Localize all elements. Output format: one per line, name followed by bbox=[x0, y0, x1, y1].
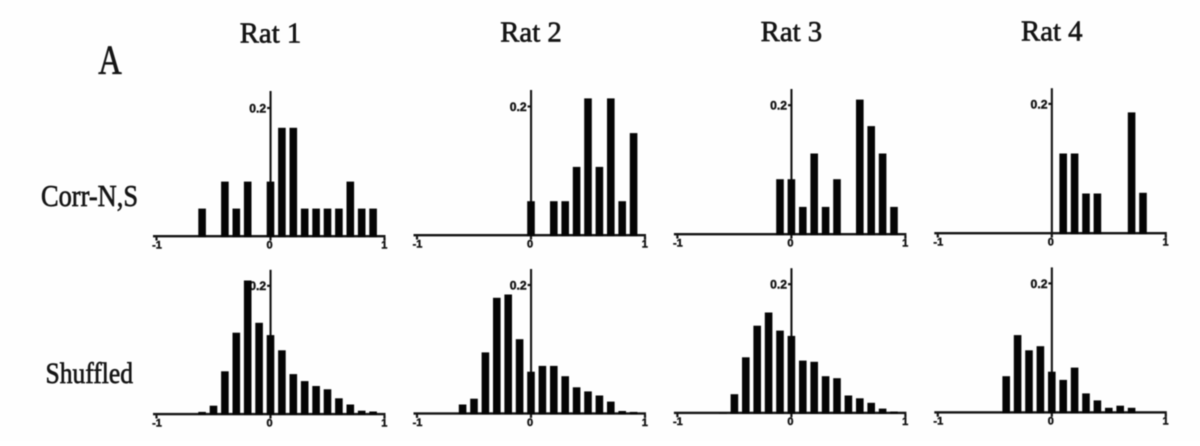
svg-text:0: 0 bbox=[527, 239, 533, 251]
svg-text:0: 0 bbox=[1048, 416, 1054, 428]
svg-text:-1: -1 bbox=[673, 416, 683, 428]
svg-text:-1: -1 bbox=[152, 240, 162, 252]
svg-text:0.2: 0.2 bbox=[770, 278, 787, 292]
svg-text:0.2: 0.2 bbox=[249, 101, 266, 115]
svg-text:Rat 3: Rat 3 bbox=[761, 16, 823, 48]
svg-text:1: 1 bbox=[902, 237, 908, 249]
svg-text:Rat 1: Rat 1 bbox=[240, 18, 302, 50]
svg-text:Shuffled: Shuffled bbox=[46, 358, 134, 390]
svg-text:1: 1 bbox=[381, 418, 387, 430]
svg-text:0.2: 0.2 bbox=[510, 278, 527, 292]
svg-text:Corr-N,S: Corr-N,S bbox=[41, 178, 138, 213]
svg-text:0: 0 bbox=[527, 417, 533, 429]
svg-text:-1: -1 bbox=[673, 237, 683, 249]
svg-text:-1: -1 bbox=[152, 418, 162, 430]
svg-text:0.2: 0.2 bbox=[1031, 97, 1048, 111]
svg-text:0.2: 0.2 bbox=[770, 99, 787, 113]
svg-text:1: 1 bbox=[902, 416, 908, 428]
svg-text:-1: -1 bbox=[933, 416, 943, 428]
svg-text:1: 1 bbox=[1163, 236, 1169, 248]
svg-text:1: 1 bbox=[642, 417, 648, 429]
svg-text:0.2: 0.2 bbox=[510, 100, 527, 114]
svg-text:0: 0 bbox=[787, 416, 793, 428]
svg-text:0.2: 0.2 bbox=[249, 279, 266, 293]
svg-text:Rat 2: Rat 2 bbox=[500, 17, 562, 49]
svg-text:-1: -1 bbox=[413, 417, 423, 429]
svg-text:-1: -1 bbox=[413, 239, 423, 251]
svg-text:1: 1 bbox=[642, 239, 648, 251]
svg-text:0: 0 bbox=[787, 237, 793, 249]
svg-text:0.2: 0.2 bbox=[1031, 277, 1048, 291]
svg-text:1: 1 bbox=[1163, 416, 1169, 428]
svg-text:1: 1 bbox=[381, 240, 387, 252]
svg-text:-1: -1 bbox=[933, 236, 943, 248]
svg-text:A: A bbox=[98, 36, 122, 82]
svg-text:0: 0 bbox=[266, 418, 272, 430]
svg-text:0: 0 bbox=[1048, 236, 1054, 248]
svg-text:Rat 4: Rat 4 bbox=[1021, 15, 1083, 47]
svg-text:0: 0 bbox=[266, 240, 272, 252]
